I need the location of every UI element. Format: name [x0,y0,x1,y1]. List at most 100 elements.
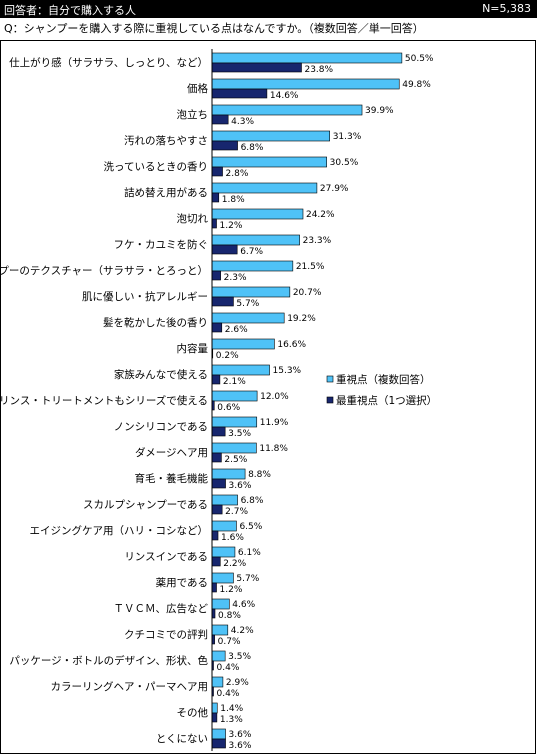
value-label-series-a: 23.3% [303,236,332,246]
category-label: とくにない [156,733,208,745]
value-label-series-a: 49.8% [402,80,431,90]
category-label: 泡立ち [177,108,209,121]
bar-series-b [211,556,221,567]
category-label: エイジングケア用（ハリ・コシなど） [30,524,209,537]
value-label-series-b: 2.3% [224,273,247,283]
value-label-series-a: 11.9% [260,418,289,428]
bar-series-a [211,182,318,194]
bar-series-a [211,312,285,324]
category-label: 薬用である [156,577,208,589]
value-label-series-a: 6.8% [241,496,264,506]
value-label-series-a: 24.2% [306,210,335,220]
value-label-series-a: 15.3% [273,366,302,376]
bar-series-a [211,78,400,90]
value-label-series-a: 4.6% [232,600,255,610]
bar-series-b [211,322,223,333]
bar-series-a [211,702,218,714]
bar-series-a [211,728,226,740]
value-label-series-a: 12.0% [260,392,289,402]
value-label-series-b: 3.6% [229,741,252,751]
bar-series-b [211,166,223,177]
category-label: 家族みんなで使える [114,368,208,381]
value-label-series-b: 3.6% [229,481,252,491]
category-label: フケ・カユミを防ぐ [114,238,209,251]
value-label-series-b: 0.7% [218,637,241,647]
bar-series-a [211,624,229,636]
bar-series-b [211,452,222,463]
category-label: 価格 [187,82,208,95]
bar-series-a [211,546,236,558]
value-label-series-b: 6.7% [240,247,263,257]
category-label: クチコミでの評判 [124,628,208,641]
bar-series-a [211,286,291,298]
bar-series-a [211,364,270,376]
legend-swatch-series-a [326,375,334,383]
bar-series-b [211,712,218,723]
value-label-series-b: 1.2% [220,585,243,595]
category-label: 育毛・養毛機能 [135,472,209,485]
bar-series-b [211,582,217,593]
category-label: ノンシリコンである [114,421,208,433]
value-label-series-b: 0.4% [217,663,240,673]
category-label: 泡切れ [177,212,209,225]
category-label: ＴＶＣＭ、広告など [114,602,209,615]
value-label-series-a: 50.5% [405,54,434,64]
value-label-series-b: 0.4% [217,689,240,699]
value-label-series-b: 6.8% [241,143,264,153]
bar-series-a [211,208,304,220]
bar-series-a [211,468,246,480]
category-label: 内容量 [177,342,209,355]
value-label-series-b: 0.8% [218,611,241,621]
value-label-series-a: 3.5% [228,652,251,662]
bar-chart: 仕上がり感（サラサラ、しっとり、など） 50.5% 23.8% 価格 49.8% 14.6… [1,49,437,751]
category-label: 詰め替え用がある [124,186,208,199]
bar-series-a [211,598,230,610]
value-label-series-b: 5.7% [236,299,259,309]
value-label-series-b: 0.2% [216,351,239,361]
bar-series-b [211,738,226,749]
value-label-series-b: 2.8% [226,169,249,179]
bar-series-a [211,52,403,64]
bar-series-b [211,530,219,541]
category-label: 汚れの落ちやすさ [124,134,208,147]
bar-series-a [211,520,237,532]
value-label-series-a: 39.9% [365,106,394,116]
value-label-series-a: 2.9% [226,678,249,688]
bar-series-b [211,218,217,229]
bar-series-a [211,260,294,272]
value-label-series-b: 1.8% [222,195,245,205]
category-label: 髪を乾かした後の香り [103,316,208,329]
category-label: スカルプシャンプーである [83,499,208,511]
value-label-series-a: 6.1% [238,548,261,558]
value-label-series-b: 4.3% [231,117,254,127]
question-text: Q：シャンプーを購入する際に重視している点はなんですか。（複数回答／単一回答） [4,22,424,35]
value-label-series-b: 23.8% [304,65,333,75]
bar-series-b [211,88,268,99]
bar-series-b [211,296,234,307]
bar-series-b [211,504,223,515]
category-label: 肌に優しい・抗アレルギー [82,290,208,303]
category-label: ダメージヘア用 [135,446,208,459]
bar-series-b [211,478,226,489]
value-label-series-a: 30.5% [330,158,359,168]
sample-size-label: N=5,383 [482,2,531,15]
value-label-series-a: 11.8% [259,444,288,454]
value-label-series-a: 4.2% [231,626,254,636]
bar-series-a [211,234,300,246]
value-label-series-b: 1.3% [220,715,243,725]
category-label: シャンプーのテクスチャー（サラサラ・とろっと） [1,265,208,277]
value-label-series-a: 8.8% [248,470,271,480]
category-label: パッケージ・ボトルのデザイン、形状、色 [9,654,208,667]
bar-series-b [211,244,238,255]
value-label-series-a: 20.7% [293,288,322,298]
value-label-series-b: 14.6% [270,91,299,101]
value-label-series-b: 2.7% [225,507,248,517]
legend-label-series-b: 最重視点（1つ選択） [336,394,437,407]
chart-frame: 仕上がり感（サラサラ、しっとり、など） 50.5% 23.8% 価格 49.8% 14.6… [0,40,536,754]
bar-series-b [211,62,302,73]
value-label-series-b: 2.2% [223,559,246,569]
bar-series-a [211,416,258,428]
bar-series-a [211,572,234,584]
value-label-series-a: 19.2% [287,314,316,324]
category-label: カラーリングヘア・パーマヘア用 [51,680,209,693]
